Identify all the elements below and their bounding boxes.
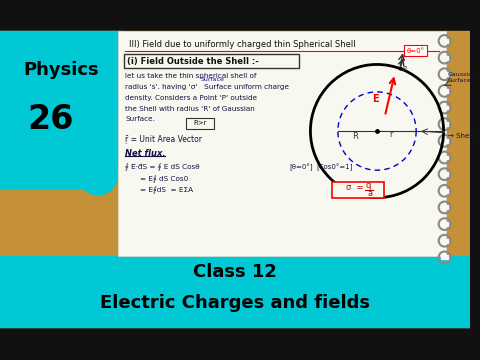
Bar [441,72,448,76]
Text: Class 12: Class 12 [193,263,277,281]
Bar [441,255,448,259]
Circle shape [78,156,118,195]
Text: let us take the thin spherical shell of: let us take the thin spherical shell of [125,73,257,79]
Text: Surface.: Surface. [125,116,155,122]
Bar [441,105,448,109]
Bar [0,31,122,168]
FancyBboxPatch shape [186,118,214,129]
Bar [441,56,448,59]
Bar [441,172,448,176]
Text: = E∮dS  = EΣA: = E∮dS = EΣA [140,187,193,194]
Bar [0,4,470,31]
Text: q: q [365,181,371,190]
Text: → Shell: → Shell [447,133,473,139]
Bar [441,156,448,159]
Text: Electric Charges and fields: Electric Charges and fields [100,294,370,312]
Bar [441,222,448,226]
Text: [θ=0°]: [θ=0°] [289,163,312,171]
Text: ds: ds [407,49,414,55]
Text: ∮ E⃗·d⃗S = ∮ E dS Cosθ: ∮ E⃗·d⃗S = ∮ E dS Cosθ [125,163,200,171]
Text: radius 's'. having 'σ'   Surface uniform charge: radius 's'. having 'σ' Surface uniform c… [125,84,289,90]
Bar [441,139,448,143]
Bar [441,89,448,93]
FancyBboxPatch shape [333,183,384,198]
Bar [441,39,448,43]
Text: density. Considers a Point 'P' outside: density. Considers a Point 'P' outside [125,95,257,101]
Bar [118,31,445,256]
Bar [441,189,448,193]
Bar [0,31,470,327]
Text: III) Field due to uniformly charged thin Spherical Shell: III) Field due to uniformly charged thin… [129,40,356,49]
Text: Net flux.: Net flux. [125,149,166,158]
Bar [0,168,98,188]
Bar [441,239,448,243]
Bar [0,327,470,356]
Text: Gaussian
Surface: Gaussian Surface [447,72,476,82]
Text: a: a [367,189,372,198]
Text: θ=0°: θ=0° [407,48,424,54]
Text: (i) Field Outside the Shell :-: (i) Field Outside the Shell :- [127,57,259,66]
Text: σ  =: σ = [346,183,363,192]
FancyBboxPatch shape [124,54,299,68]
Bar [441,122,448,126]
Text: the Shell with radius 'R' of Gaussian: the Shell with radius 'R' of Gaussian [125,105,255,112]
Text: ṝ = Unit Area Vector: ṝ = Unit Area Vector [125,134,203,143]
Text: [Cos0°=1]: [Cos0°=1] [316,163,353,171]
Text: R: R [352,132,359,141]
Text: P: P [403,66,407,72]
Text: = E∮ dS Cos0: = E∮ dS Cos0 [140,175,188,183]
Text: R>r: R>r [193,120,206,126]
Text: E: E [372,94,379,104]
Text: r: r [389,130,392,139]
Bar [0,256,470,327]
Bar [441,206,448,210]
Text: Surface: Surface [201,77,225,82]
Text: 26: 26 [28,103,74,136]
Text: Physics: Physics [23,61,98,79]
